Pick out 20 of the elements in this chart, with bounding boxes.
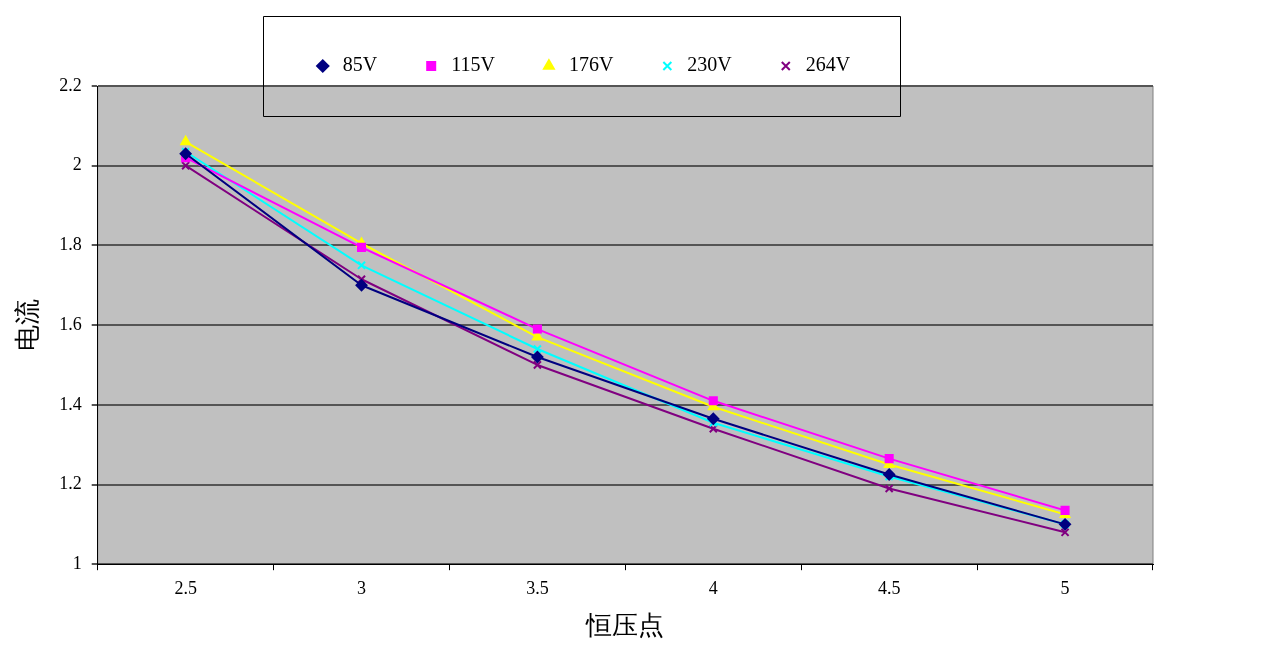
legend-label: 85V [342, 53, 378, 76]
y-tick-label: 1.4 [59, 393, 82, 414]
legend-label: 115V [451, 53, 496, 76]
y-tick-label: 1.2 [59, 473, 82, 494]
x-tick-label: 4.5 [877, 577, 901, 598]
y-tick-label: 1.8 [59, 234, 82, 255]
x-tick-label: 3.5 [526, 577, 549, 598]
x-tick-label: 5 [1060, 577, 1070, 598]
x-tick-label: 4 [708, 577, 718, 598]
y-tick-label: 2 [72, 154, 82, 175]
legend-label: 230V [687, 53, 733, 76]
x-axis-title: 恒压点 [585, 611, 665, 641]
y-axis-title: 电流 [13, 299, 43, 352]
y-tick-label: 2.2 [59, 74, 82, 95]
legend-label: 176V [568, 53, 614, 76]
y-tick-label: 1 [72, 552, 82, 573]
legend-label: 264V [805, 53, 851, 76]
y-tick-label: 1.6 [59, 313, 82, 334]
x-tick-label: 2.5 [174, 577, 197, 598]
x-tick-label: 3 [357, 577, 367, 598]
